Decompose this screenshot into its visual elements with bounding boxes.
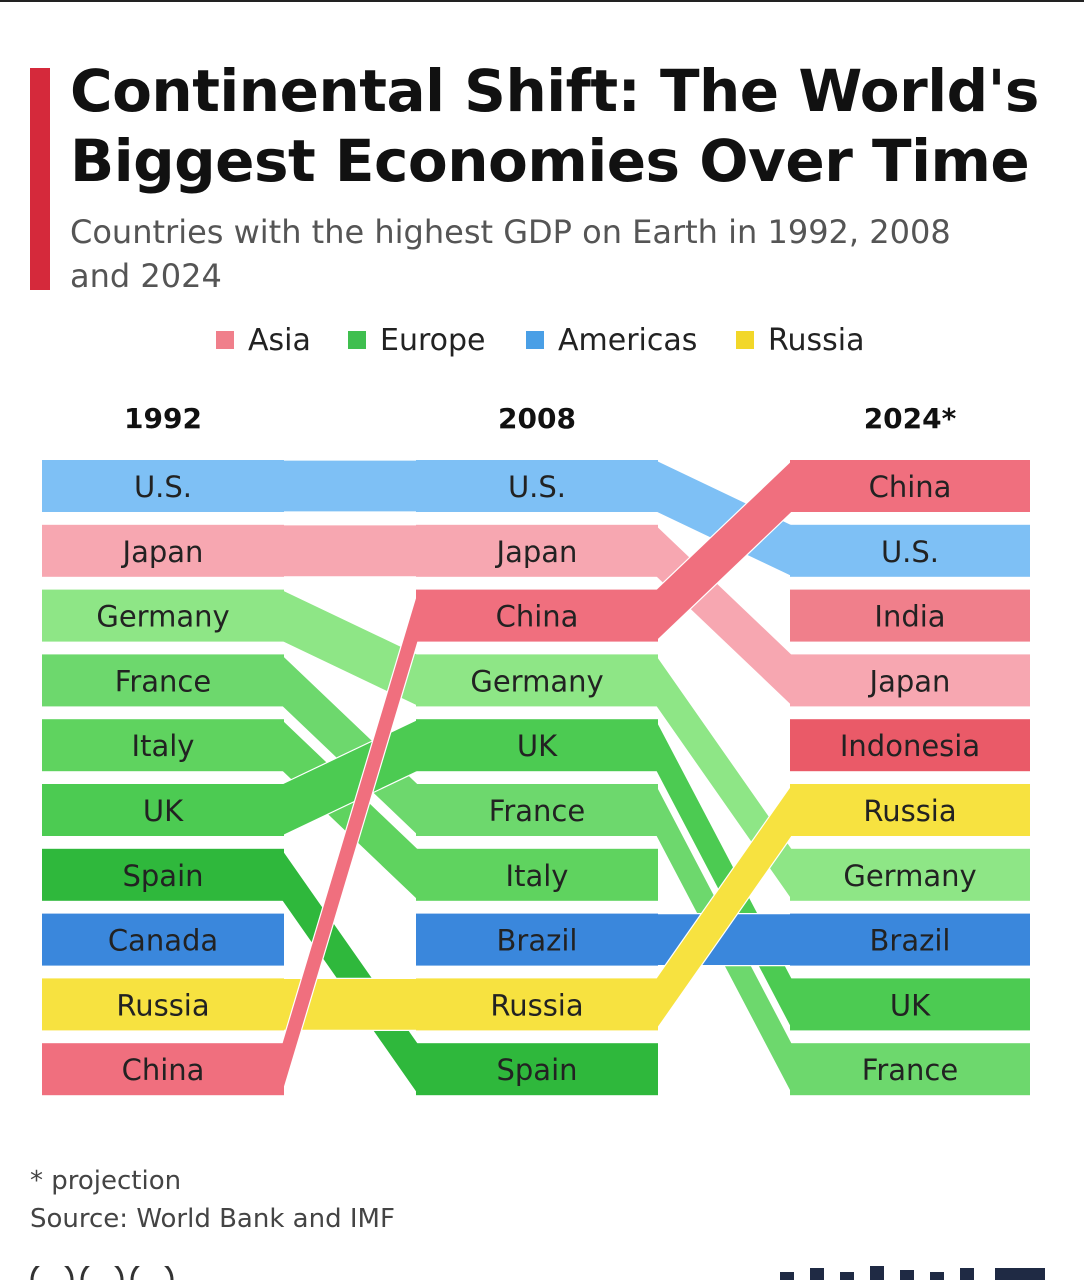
connector-spain-0 — [281, 846, 419, 1098]
legend-label-americas: Americas — [558, 322, 698, 358]
bar-2008-italy — [416, 848, 658, 901]
bar-label-2008-russia: Russia — [490, 988, 583, 1022]
year-header-1992: 1992 — [124, 402, 202, 435]
bar-label-2024-brazil: Brazil — [870, 924, 951, 958]
year-header-2024: 2024* — [864, 402, 957, 435]
bar-label-2024-russia: Russia — [863, 794, 956, 828]
bar-1992-canada — [42, 913, 284, 966]
connector-u-s-0 — [281, 459, 419, 513]
bump-chart: U.S. Japan Germany France Italy UK Spain Canada… — [42, 402, 1030, 1098]
bar-1992-u-s — [42, 460, 284, 512]
bar-label-2008-uk: UK — [517, 729, 558, 763]
bar-2024-uk — [790, 978, 1030, 1031]
legend-swatch-europe — [348, 331, 366, 349]
bar-2024-u-s — [790, 524, 1030, 577]
legend-label-asia: Asia — [248, 322, 311, 358]
bar-label-1992-italy: Italy — [132, 729, 195, 763]
rank-bars: U.S. Japan Germany France Italy UK Spain Canada… — [42, 460, 1030, 1096]
legend-item-russia: Russia — [736, 318, 865, 362]
connector-russia-1 — [655, 782, 793, 1033]
bar-label-2008-spain: Spain — [496, 1053, 577, 1087]
bar-label-1992-uk: UK — [143, 794, 184, 828]
bar-label-2024-france: France — [862, 1053, 958, 1087]
publisher-logo — [780, 1266, 1045, 1280]
bar-label-1992-japan: Japan — [121, 535, 204, 569]
legend: Asia Europe Americas Russia — [0, 318, 1084, 362]
bar-label-2024-u-s: U.S. — [881, 535, 939, 569]
bar-2008-uk — [416, 719, 658, 772]
title-accent-bar — [30, 68, 50, 290]
bar-label-2024-japan: Japan — [868, 664, 951, 698]
bar-label-1992-france: France — [115, 664, 211, 698]
bar-label-2008-u-s: U.S. — [508, 470, 566, 504]
bar-label-2024-uk: UK — [890, 988, 931, 1022]
bar-1992-spain — [42, 848, 284, 901]
legend-swatch-americas — [526, 331, 544, 349]
bar-2024-brazil — [790, 913, 1030, 966]
license-icons — [30, 1266, 174, 1280]
top-rule — [0, 0, 1084, 2]
bar-2024-germany — [790, 848, 1030, 901]
bar-1992-italy — [42, 719, 284, 772]
bar-2024-indonesia — [790, 719, 1030, 772]
bar-1992-uk — [42, 784, 284, 836]
bar-label-2024-china: China — [869, 470, 952, 504]
bar-label-2024-indonesia: Indonesia — [840, 729, 980, 763]
footnote: * projection — [30, 1166, 182, 1196]
bar-2008-germany — [416, 654, 658, 707]
bar-label-1992-russia: Russia — [116, 988, 209, 1022]
bar-label-2008-china: China — [496, 600, 579, 634]
connector-japan-0 — [281, 524, 419, 578]
bar-label-1992-u-s: U.S. — [134, 470, 192, 504]
bar-2008-russia — [416, 978, 658, 1031]
bar-2024-china — [790, 460, 1030, 512]
legend-swatch-asia — [216, 331, 234, 349]
bar-2008-brazil — [416, 913, 658, 966]
bar-2024-india — [790, 589, 1030, 642]
bar-2008-china — [416, 589, 658, 642]
legend-label-europe: Europe — [380, 322, 486, 358]
bar-label-2008-brazil: Brazil — [497, 924, 578, 958]
bar-2008-spain — [416, 1043, 658, 1096]
bar-2024-russia — [790, 784, 1030, 836]
bar-1992-germany — [42, 589, 284, 642]
bar-1992-japan — [42, 524, 284, 577]
bar-2008-u-s — [416, 460, 658, 512]
legend-item-asia: Asia — [216, 318, 311, 362]
bar-1992-france — [42, 654, 284, 707]
legend-swatch-russia — [736, 331, 754, 349]
bar-1992-russia — [42, 978, 284, 1031]
bar-label-1992-canada: Canada — [108, 924, 218, 958]
chart-subtitle: Countries with the highest GDP on Earth … — [70, 213, 951, 295]
bar-label-2024-germany: Germany — [843, 859, 976, 893]
bar-1992-china — [42, 1043, 284, 1096]
bar-label-2008-italy: Italy — [506, 859, 569, 893]
bar-2008-japan — [416, 524, 658, 577]
bar-label-1992-spain: Spain — [122, 859, 203, 893]
bar-label-2008-japan: Japan — [495, 535, 578, 569]
bar-2008-france — [416, 784, 658, 836]
bar-label-2008-france: France — [489, 794, 585, 828]
bar-label-2024-india: India — [874, 600, 945, 634]
source-note: Source: World Bank and IMF — [30, 1204, 395, 1234]
year-header-2008: 2008 — [498, 402, 576, 435]
bar-label-2008-germany: Germany — [470, 664, 603, 698]
rank-connectors — [281, 458, 793, 1098]
legend-item-europe: Europe — [348, 318, 486, 362]
bar-label-1992-germany: Germany — [96, 600, 229, 634]
legend-item-americas: Americas — [526, 318, 697, 362]
bar-2024-france — [790, 1043, 1030, 1096]
legend-label-russia: Russia — [768, 322, 865, 358]
bar-2024-japan — [790, 654, 1030, 707]
bar-label-1992-china: China — [122, 1053, 205, 1087]
chart-title: Continental Shift: The World's Biggest E… — [70, 57, 1039, 195]
year-headers: 1992 2008 2024* — [124, 402, 957, 435]
